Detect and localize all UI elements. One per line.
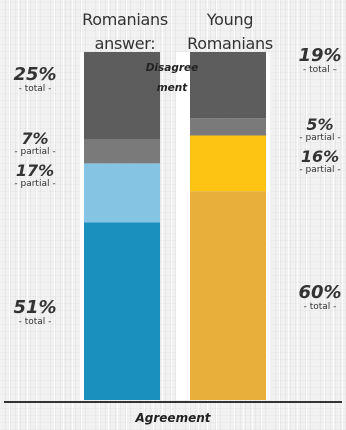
segment-value-label: 5% [306,114,334,134]
segment-value-label: 51% [13,297,57,319]
segment-type-label: - partial - [299,165,341,176]
bar-segment [190,191,266,400]
segment-value-label: 16% [300,147,340,167]
bar-edge [80,52,84,400]
agreement-label: Agreement [135,411,211,425]
segment-value-label: 17% [15,160,55,180]
segment-type-label: - total - [18,83,52,94]
segment-value-label: 60% [298,281,342,303]
disagreement-label: Disagreement [145,62,199,94]
segment-type-label: - total – [302,65,338,76]
segment-type-label: - partial - [14,147,56,158]
bar-segment [84,163,160,223]
column-header-line: Romanians [82,10,168,29]
segment-type-label: - total - [18,317,52,328]
column-header-line: answer: [94,34,156,53]
column-header-line: Young Romanians [187,10,273,53]
bar-segment [84,222,160,400]
bar-segment [190,118,266,136]
bar-gap [176,52,190,400]
segment-value-label: 25% [13,63,57,85]
segment-type-label: - partial - [299,132,341,143]
segment-type-label: - partial - [14,178,56,189]
segment-value-label: 7% [21,129,49,149]
column-header-romanians: Romanians answer: [70,8,180,56]
bar-edge [266,52,270,400]
bar-segment [84,52,160,139]
bar-segment [190,135,266,192]
bar-segment [190,52,266,119]
segment-type-label: - total - [303,301,337,312]
segment-value-label: 19% [298,45,342,67]
bar-segment [84,139,160,164]
